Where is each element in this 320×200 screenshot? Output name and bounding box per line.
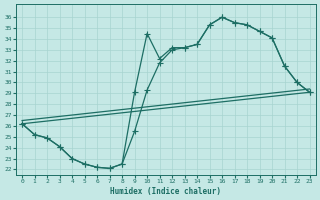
X-axis label: Humidex (Indice chaleur): Humidex (Indice chaleur) [110, 187, 221, 196]
